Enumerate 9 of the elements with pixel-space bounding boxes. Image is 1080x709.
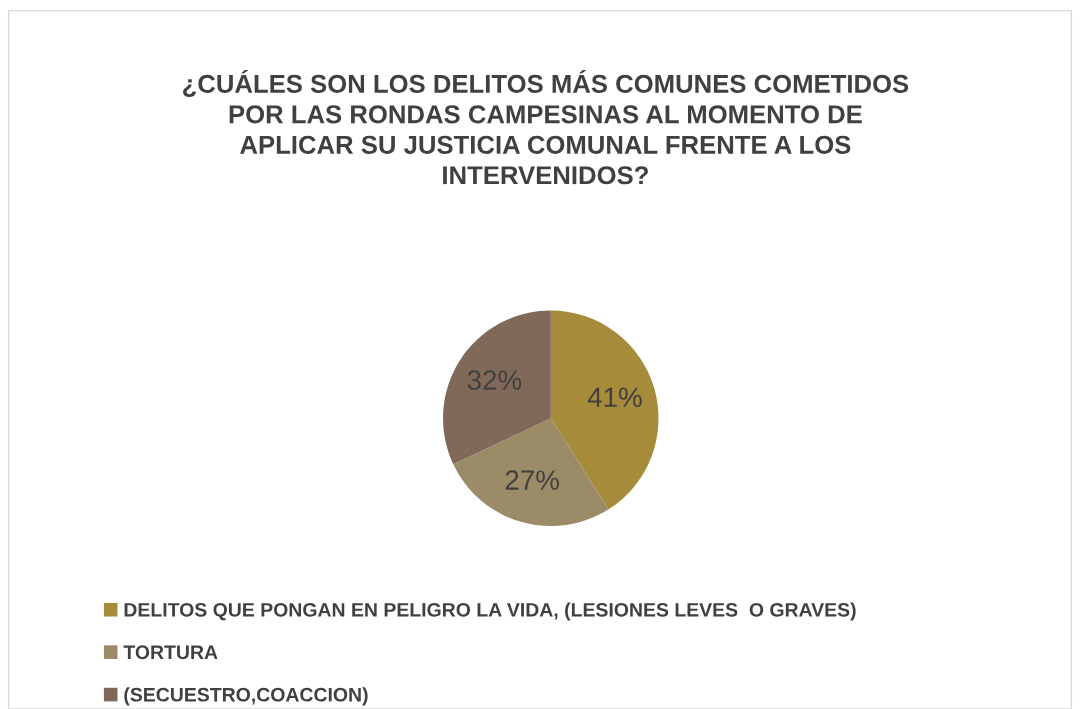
legend-label: TORTURA	[123, 645, 218, 660]
legend-label: DELITOS QUE PONGAN EN PELIGRO LA VIDA, (LESIONES LEVES O GRAVES)	[124, 602, 856, 621]
data-label: 41%	[587, 387, 642, 408]
chart-title: ¿CUÁLES SON LOS DELITOS MÁS COMUNES COMETIDOS POR LAS RONDAS CAMPESINAS AL MOMENTO DE APLICAR SU JUSTICIA COMUNAL FRENTE A LOS INTERVENIDOS?	[183, 69, 909, 185]
pie-slice	[443, 310, 551, 465]
data-label: 27%	[505, 470, 559, 490]
data-label: 32%	[467, 370, 522, 390]
pie-slice	[453, 418, 609, 527]
legend-label: (SECUESTRO,COACCION)	[124, 687, 368, 706]
